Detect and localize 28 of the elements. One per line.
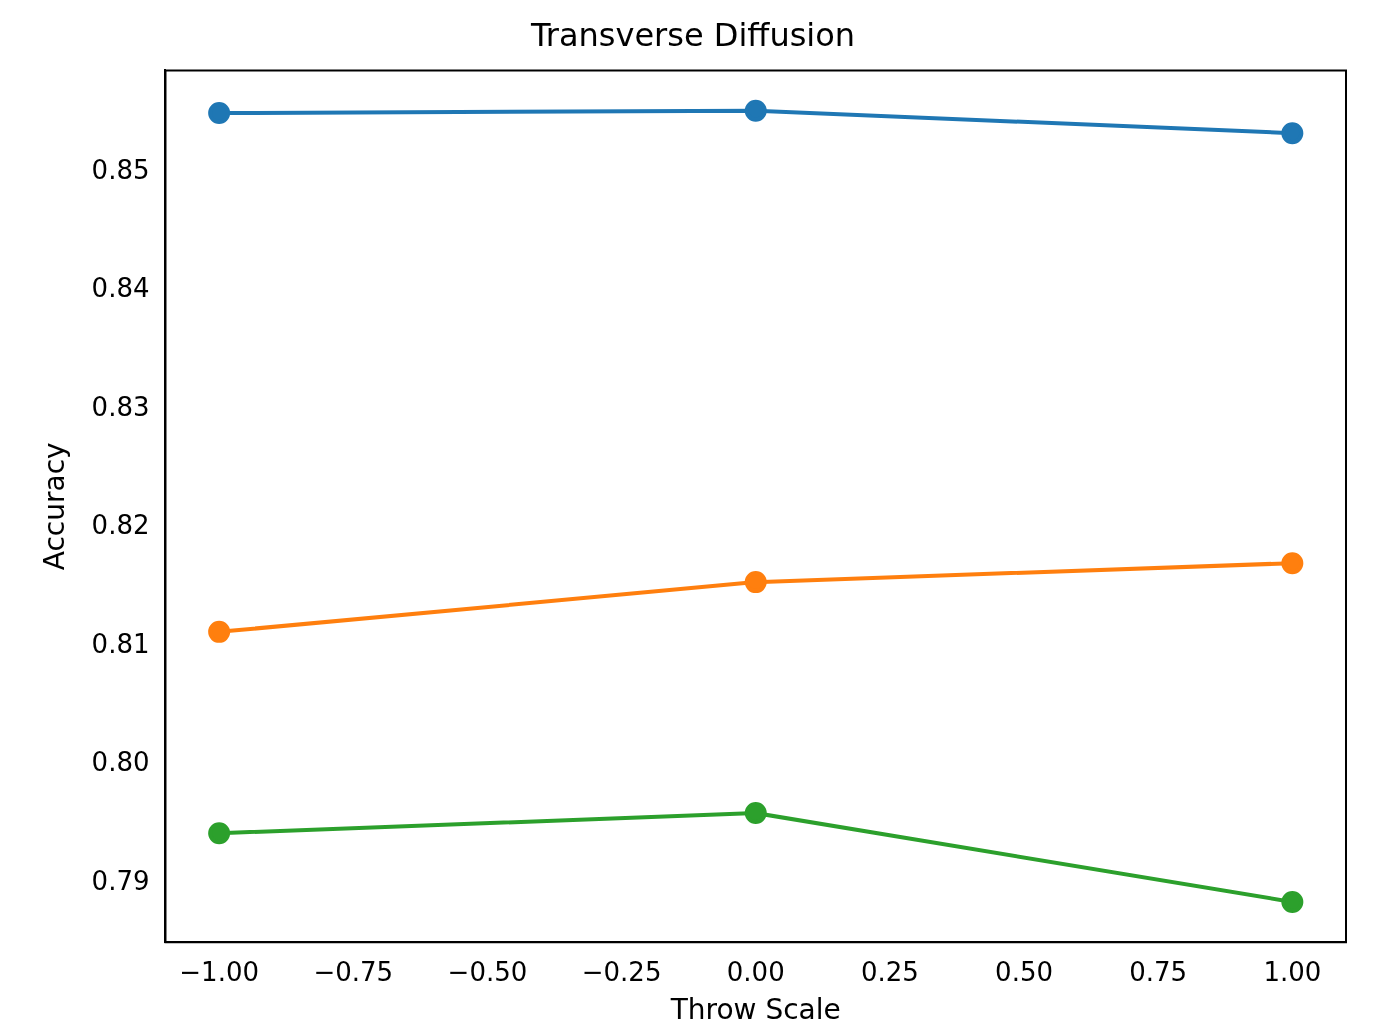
x-tick-label: 0.50 — [995, 956, 1053, 987]
point — [744, 802, 767, 825]
y-tick-label: 0.84 — [91, 273, 150, 304]
y-tick-label: 0.83 — [91, 391, 150, 422]
point — [1281, 552, 1304, 575]
x-tick-label: −0.25 — [581, 956, 662, 987]
point — [744, 571, 767, 594]
x-tick-label: 1.00 — [1263, 956, 1322, 987]
x-tick-label: 0.75 — [1129, 956, 1188, 987]
point — [1281, 890, 1304, 913]
point — [208, 822, 231, 845]
x-axis-title: Throw Scale — [669, 993, 841, 1027]
point — [744, 99, 767, 122]
point — [208, 102, 231, 125]
y-tick-label: 0.82 — [91, 510, 150, 541]
x-tick-label: 0.25 — [860, 956, 919, 987]
x-tick-label: −0.50 — [447, 956, 528, 987]
point — [1281, 122, 1304, 145]
x-tick-label: 0.00 — [726, 956, 785, 987]
x-tick-label: −0.75 — [313, 956, 394, 987]
y-tick-label: 0.79 — [91, 865, 150, 896]
y-tick-label: 0.85 — [91, 155, 150, 186]
chart-title: Transverse Diffusion — [529, 15, 856, 54]
point — [208, 620, 231, 643]
y-tick-label: 0.80 — [91, 747, 150, 778]
x-tick-label: −1.00 — [179, 956, 259, 987]
y-tick-label: 0.81 — [91, 628, 150, 659]
y-axis-title: Accuracy — [38, 442, 72, 571]
